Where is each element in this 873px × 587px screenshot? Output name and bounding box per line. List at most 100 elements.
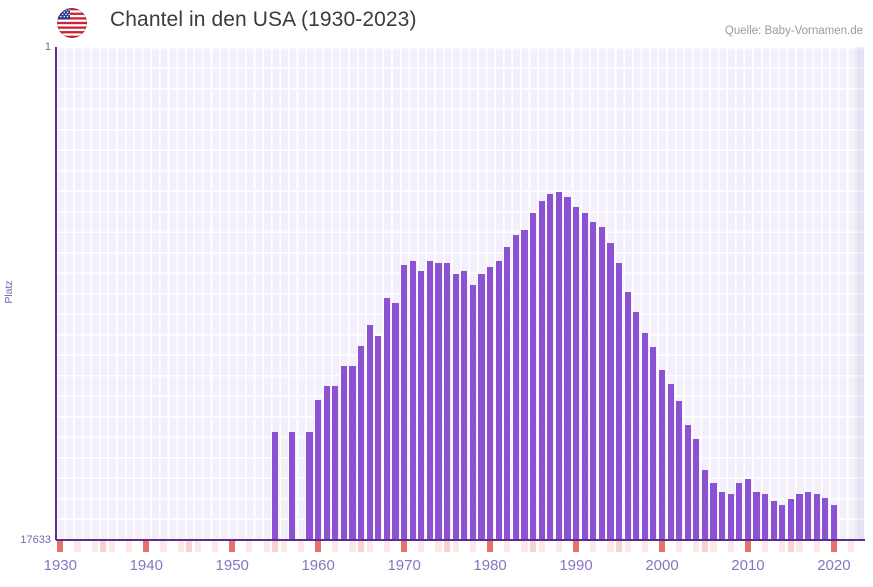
x-axis-tick: [727, 541, 734, 552]
bar[interactable]: [813, 493, 820, 539]
bar[interactable]: [529, 213, 537, 539]
bar[interactable]: [375, 335, 382, 539]
bar[interactable]: [753, 491, 760, 539]
x-axis-tick: [452, 541, 459, 552]
bar[interactable]: [486, 266, 494, 539]
x-axis-tick: [383, 541, 391, 552]
bar[interactable]: [581, 213, 588, 539]
x-axis-tick: [444, 541, 451, 552]
bar[interactable]: [710, 483, 717, 539]
bar[interactable]: [538, 200, 545, 539]
bar[interactable]: [272, 432, 279, 539]
bar[interactable]: [366, 325, 373, 539]
x-axis-tick: [779, 541, 786, 552]
x-axis-label-1930: 1930: [43, 557, 77, 574]
x-axis-label-1960: 1960: [301, 557, 335, 574]
bar[interactable]: [607, 243, 614, 539]
x-axis-label-1980: 1980: [473, 557, 507, 574]
bar[interactable]: [426, 260, 433, 539]
chart-header: Chantel in den USA (1930-2023) Quelle: B…: [0, 0, 873, 47]
x-axis-tick: [813, 541, 820, 552]
bar[interactable]: [444, 262, 451, 539]
bar[interactable]: [478, 273, 485, 539]
bar[interactable]: [392, 302, 399, 539]
bar[interactable]: [547, 193, 554, 539]
bar[interactable]: [787, 498, 795, 539]
bar[interactable]: [650, 347, 657, 539]
x-axis-tick: [521, 541, 528, 552]
bar[interactable]: [693, 439, 700, 539]
x-axis-tick: [607, 541, 614, 552]
bar[interactable]: [555, 191, 562, 539]
x-axis-tick: [229, 541, 236, 552]
bar[interactable]: [701, 469, 709, 539]
bar[interactable]: [676, 401, 683, 539]
bar[interactable]: [615, 263, 623, 539]
y-axis-title: Platz: [3, 280, 15, 304]
bar[interactable]: [744, 479, 752, 539]
bar[interactable]: [805, 491, 812, 539]
x-axis-tick: [57, 541, 64, 552]
bar[interactable]: [461, 270, 468, 539]
bar[interactable]: [315, 400, 322, 539]
bar[interactable]: [770, 500, 777, 539]
x-axis-tick: [830, 541, 837, 552]
bar[interactable]: [779, 504, 786, 539]
x-axis-tick: [848, 541, 855, 552]
bar[interactable]: [624, 291, 631, 539]
bar[interactable]: [521, 229, 528, 539]
bar[interactable]: [830, 504, 837, 539]
bar[interactable]: [564, 196, 571, 539]
bar[interactable]: [452, 273, 459, 539]
bar[interactable]: [512, 235, 519, 539]
bar[interactable]: [658, 370, 666, 539]
x-axis-tick: [315, 541, 322, 552]
bar[interactable]: [736, 483, 743, 539]
bar[interactable]: [383, 297, 391, 539]
bar[interactable]: [495, 260, 502, 539]
bar[interactable]: [332, 386, 339, 539]
bar[interactable]: [796, 493, 803, 539]
x-axis-tick: [469, 541, 476, 552]
x-axis-tick: [538, 541, 545, 552]
bar[interactable]: [598, 226, 605, 539]
x-axis-tick: [366, 541, 373, 552]
bar[interactable]: [323, 386, 330, 539]
bar[interactable]: [409, 260, 416, 539]
bar[interactable]: [504, 246, 511, 539]
x-axis-tick: [194, 541, 201, 552]
x-axis-label-1940: 1940: [129, 557, 163, 574]
bar[interactable]: [418, 270, 425, 539]
y-axis-line: [55, 47, 57, 540]
future-region-shading: [855, 47, 864, 539]
x-axis-tick: [615, 541, 623, 552]
x-axis-label-2010: 2010: [731, 557, 765, 574]
bar[interactable]: [719, 491, 726, 539]
bar[interactable]: [469, 284, 476, 539]
x-axis-tick: [590, 541, 597, 552]
bar[interactable]: [727, 493, 734, 539]
bar[interactable]: [358, 345, 365, 539]
x-axis-tick: [349, 541, 356, 552]
x-axis-label-1990: 1990: [559, 557, 593, 574]
x-axis-tick: [529, 541, 537, 552]
bar[interactable]: [572, 207, 580, 539]
bar[interactable]: [667, 384, 674, 539]
bar[interactable]: [641, 332, 648, 539]
bar[interactable]: [822, 497, 829, 539]
bar[interactable]: [684, 425, 691, 539]
bar[interactable]: [349, 365, 356, 539]
x-axis-tick: [787, 541, 795, 552]
bar[interactable]: [401, 265, 408, 539]
bar[interactable]: [289, 432, 296, 539]
x-axis-tick: [401, 541, 408, 552]
bar[interactable]: [633, 311, 640, 539]
bar[interactable]: [306, 432, 313, 539]
bar[interactable]: [435, 262, 442, 539]
bar[interactable]: [340, 365, 348, 539]
bar[interactable]: [590, 222, 597, 539]
x-axis-label-1970: 1970: [387, 557, 421, 574]
bar[interactable]: [762, 493, 769, 539]
x-axis-tick: [125, 541, 133, 552]
